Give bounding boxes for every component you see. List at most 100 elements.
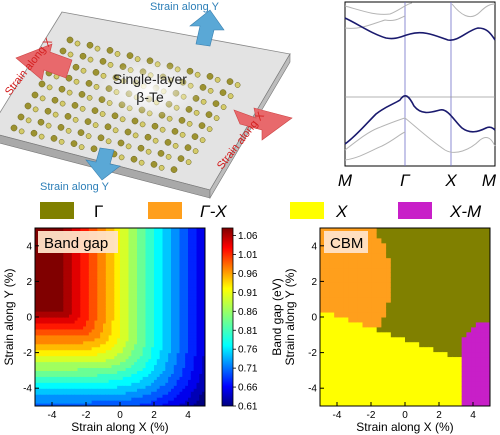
bandgap-cell: [111, 349, 115, 354]
bandgap-cell: [196, 403, 200, 406]
bandgap-cell: [185, 373, 189, 377]
bandgap-cell: [134, 328, 138, 333]
bandgap-cell: [105, 287, 110, 291]
bandgap-cell: [105, 311, 110, 315]
bandgap-cell: [63, 228, 67, 232]
bandgap-cell: [57, 379, 62, 383]
bandgap-cell: [43, 314, 47, 318]
bandgap-cell: [43, 394, 47, 398]
cbm-cell: [409, 282, 415, 288]
cbm-cell: [419, 376, 425, 382]
bandgap-cell: [80, 317, 84, 321]
bandgap-cell: [74, 337, 79, 342]
bandgap-cell: [202, 331, 205, 336]
bandgap-cell: [151, 272, 155, 277]
bandgap-cell: [77, 305, 81, 309]
bandgap-cell: [162, 314, 166, 318]
bandgap-cell: [69, 403, 73, 406]
bandgap-cell: [125, 361, 130, 366]
bandgap-cell: [97, 388, 101, 392]
bandgap-cell: [74, 322, 79, 327]
bandgap-cell: [182, 388, 186, 392]
bandgap-cell: [154, 275, 158, 280]
bandgap-cell: [49, 328, 53, 333]
cbm-cell: [329, 257, 335, 264]
bandgap-cell: [165, 245, 169, 250]
te-atom: [139, 121, 146, 128]
te-atom: [31, 91, 39, 99]
bandgap-cell: [131, 331, 135, 336]
bandgap-cell: [63, 388, 67, 392]
cbm-cell: [324, 292, 330, 298]
bandgap-cell: [173, 322, 178, 327]
bandgap-cell: [103, 269, 107, 274]
bandgap-cell: [108, 278, 113, 282]
illustration-label-1: Single-layer: [113, 71, 187, 87]
y-tick-label: 4: [26, 241, 32, 252]
bandgap-cell: [188, 319, 192, 324]
bandgap-cell: [199, 322, 203, 327]
cbm-cell: [419, 366, 425, 372]
bandgap-cell: [137, 373, 141, 377]
cbm-cell: [381, 361, 387, 367]
bandgap-cell: [37, 355, 42, 360]
cbm-cell: [428, 312, 434, 318]
cbm-cell: [343, 282, 349, 288]
bandgap-cell: [145, 400, 149, 404]
bandgap-cell: [171, 343, 175, 348]
cbm-cell: [320, 386, 326, 392]
bandgap-cell: [199, 281, 203, 285]
bandgap-cell: [91, 311, 96, 315]
te-atom: [52, 111, 59, 118]
bandgap-cell: [199, 269, 203, 274]
bandgap-cell: [105, 319, 110, 324]
cbm-cell: [362, 326, 368, 333]
bandgap-cell: [202, 388, 205, 392]
bandgap-cell: [156, 275, 161, 280]
bandgap-cell: [49, 358, 53, 363]
bandgap-cell: [83, 281, 87, 285]
bandgap-cell: [105, 290, 110, 294]
bandgap-cell: [202, 228, 205, 232]
bandgap-cell: [71, 385, 76, 389]
cbm-cell: [329, 391, 335, 397]
bandgap-cell: [151, 358, 155, 363]
bandgap-cell: [122, 299, 127, 303]
cbm-cell: [438, 376, 444, 382]
bandgap-cell: [120, 305, 124, 309]
bandgap-cell: [100, 403, 104, 406]
bandgap-cell: [154, 370, 158, 374]
bandgap-cell: [94, 284, 98, 288]
bandgap-cell: [94, 382, 98, 386]
cbm-cell: [409, 302, 415, 308]
cbm-cell: [433, 312, 439, 318]
bandgap-cell: [190, 278, 195, 282]
bandgap-cell: [69, 278, 73, 282]
bandgap-colorbar: [221, 227, 234, 407]
bandgap-cell: [137, 376, 141, 380]
bandgap-cell: [57, 311, 62, 315]
bandgap-cell: [52, 328, 56, 333]
bandgap-cell: [88, 269, 93, 274]
bandgap-cell: [131, 322, 135, 327]
cbm-cell: [362, 252, 368, 259]
bandgap-cell: [120, 334, 124, 339]
bandgap-cell: [52, 391, 56, 395]
bandgap-cell: [120, 325, 124, 330]
cbm-cell: [419, 257, 425, 264]
bandgap-cell: [148, 236, 152, 241]
bandgap-cell: [199, 245, 203, 250]
cbm-cell: [438, 287, 444, 293]
bandgap-cell: [122, 293, 127, 297]
bandgap-cell: [171, 349, 175, 354]
legend-swatch-x: [290, 202, 324, 219]
bandgap-cell: [168, 367, 172, 371]
cbm-cell: [334, 371, 340, 377]
bandgap-cell: [168, 325, 172, 330]
bandgap-cell: [188, 278, 192, 282]
cbm-cell: [447, 381, 453, 387]
bandgap-cell: [52, 358, 56, 363]
bandgap-cell: [77, 349, 81, 354]
bandgap-cell: [128, 370, 132, 374]
